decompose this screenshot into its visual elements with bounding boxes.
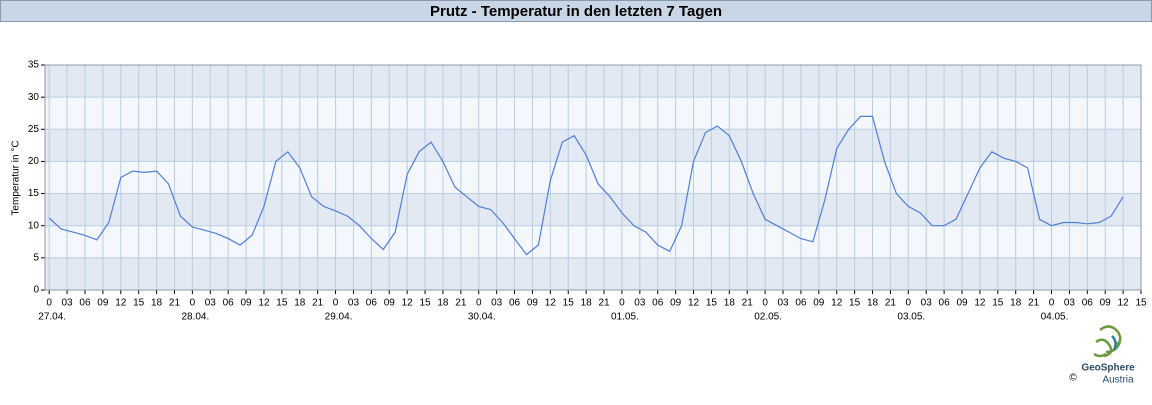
y-tick-label: 25 [28, 124, 40, 135]
logo-name: GeoSphere [1081, 363, 1135, 374]
logo-mark [1111, 335, 1117, 351]
x-tick-label: 21 [742, 298, 754, 309]
logo: GeoSphere Austria © [1069, 325, 1135, 386]
logo-mark [1093, 325, 1122, 358]
x-tick-label: 06 [795, 298, 807, 309]
x-tick-label: 15 [419, 298, 431, 309]
logo-sub: Austria [1102, 375, 1134, 386]
x-tick-label: 15 [133, 298, 145, 309]
y-tick-label: 20 [28, 156, 40, 167]
x-tick-label: 18 [581, 298, 593, 309]
x-tick-label: 0 [906, 298, 912, 309]
x-tick-label: 0 [333, 298, 339, 309]
y-tick-label: 10 [28, 220, 40, 231]
y-tick-label: 0 [33, 285, 39, 296]
y-tick-label: 5 [33, 252, 39, 263]
x-tick-label: 15 [992, 298, 1004, 309]
x-tick-label: 12 [974, 298, 986, 309]
grid-band [45, 193, 1141, 226]
x-tick-label: 09 [956, 298, 968, 309]
x-tick-label: 18 [1010, 298, 1022, 309]
y-tick-label: 30 [28, 92, 40, 103]
x-tick-label: 0 [1049, 298, 1055, 309]
x-tick-label: 12 [688, 298, 700, 309]
x-tick-label: 12 [402, 298, 414, 309]
x-tick-label: 06 [939, 298, 951, 309]
x-tick-label: 03 [205, 298, 217, 309]
date-label: 27.04. [38, 312, 66, 323]
x-tick-label: 09 [1100, 298, 1112, 309]
plot-background [45, 65, 1141, 290]
data-line [48, 115, 1124, 256]
x-tick-label: 12 [1118, 298, 1130, 309]
date-label: 01.05. [611, 312, 639, 323]
x-tick-label: 09 [670, 298, 682, 309]
x-tick-label: 09 [97, 298, 109, 309]
x-tick-label: 21 [885, 298, 897, 309]
x-tick-label: 15 [276, 298, 288, 309]
x-tick-label: 06 [509, 298, 521, 309]
x-tick-label: 0 [619, 298, 625, 309]
x-tick-label: 21 [455, 298, 467, 309]
x-tick-label: 03 [348, 298, 360, 309]
x-tick-label: 18 [867, 298, 879, 309]
x-tick-label: 09 [241, 298, 253, 309]
x-tick-label: 0 [46, 298, 52, 309]
plot-border [44, 64, 1142, 291]
x-tick-label: 12 [115, 298, 127, 309]
x-tick-label: 15 [1135, 298, 1147, 309]
x-tick-label: 21 [312, 298, 324, 309]
chart-title: Prutz - Temperatur in den letzten 7 Tage… [430, 3, 722, 20]
x-tick-label: 09 [813, 298, 825, 309]
x-tick-label: 03 [1064, 298, 1076, 309]
y-tick-label: 35 [28, 60, 40, 71]
date-label: 29.04. [325, 312, 353, 323]
x-tick-label: 06 [652, 298, 664, 309]
date-label: 28.04. [181, 312, 209, 323]
x-tick-label: 03 [777, 298, 789, 309]
x-tick-label: 12 [831, 298, 843, 309]
x-tick-label: 12 [258, 298, 270, 309]
x-tick-label: 06 [223, 298, 235, 309]
x-tick-label: 06 [366, 298, 378, 309]
date-label: 04.05. [1041, 312, 1069, 323]
grid-band [45, 257, 1141, 290]
copyright: © [1069, 373, 1077, 384]
x-tick-label: 03 [491, 298, 503, 309]
date-label: 02.05. [754, 312, 782, 323]
x-tick-label: 15 [706, 298, 718, 309]
x-tick-label: 09 [527, 298, 539, 309]
grid-band [45, 129, 1141, 162]
x-tick-label: 18 [724, 298, 736, 309]
x-tick-label: 06 [79, 298, 91, 309]
x-tick-label: 12 [545, 298, 557, 309]
y-tick-label: 15 [28, 188, 40, 199]
x-tick-label: 03 [921, 298, 933, 309]
x-tick-label: 03 [62, 298, 74, 309]
x-tick-label: 03 [634, 298, 646, 309]
x-tick-label: 15 [563, 298, 575, 309]
plot-area: 0 5 10 15 20 25 30 35 0 03 06 09 12 15 18 21 0 03 06 09 12 15… [28, 60, 1147, 323]
x-tick-label: 06 [1082, 298, 1094, 309]
date-label: 30.04. [468, 312, 496, 323]
x-tick-label: 0 [476, 298, 482, 309]
x-tick-label: 0 [762, 298, 768, 309]
x-tick-label: 0 [190, 298, 196, 309]
date-label: 03.05. [897, 312, 925, 323]
x-tick-label: 18 [151, 298, 163, 309]
x-tick-label: 09 [384, 298, 396, 309]
grid-band [45, 65, 1141, 98]
x-tick-label: 15 [849, 298, 861, 309]
x-tick-label: 18 [294, 298, 306, 309]
x-tick-label: 21 [169, 298, 181, 309]
x-tick-label: 21 [1028, 298, 1040, 309]
y-axis-label: Temperatur in °C [11, 140, 22, 215]
x-tick-label: 18 [437, 298, 449, 309]
x-tick-label: 21 [598, 298, 610, 309]
